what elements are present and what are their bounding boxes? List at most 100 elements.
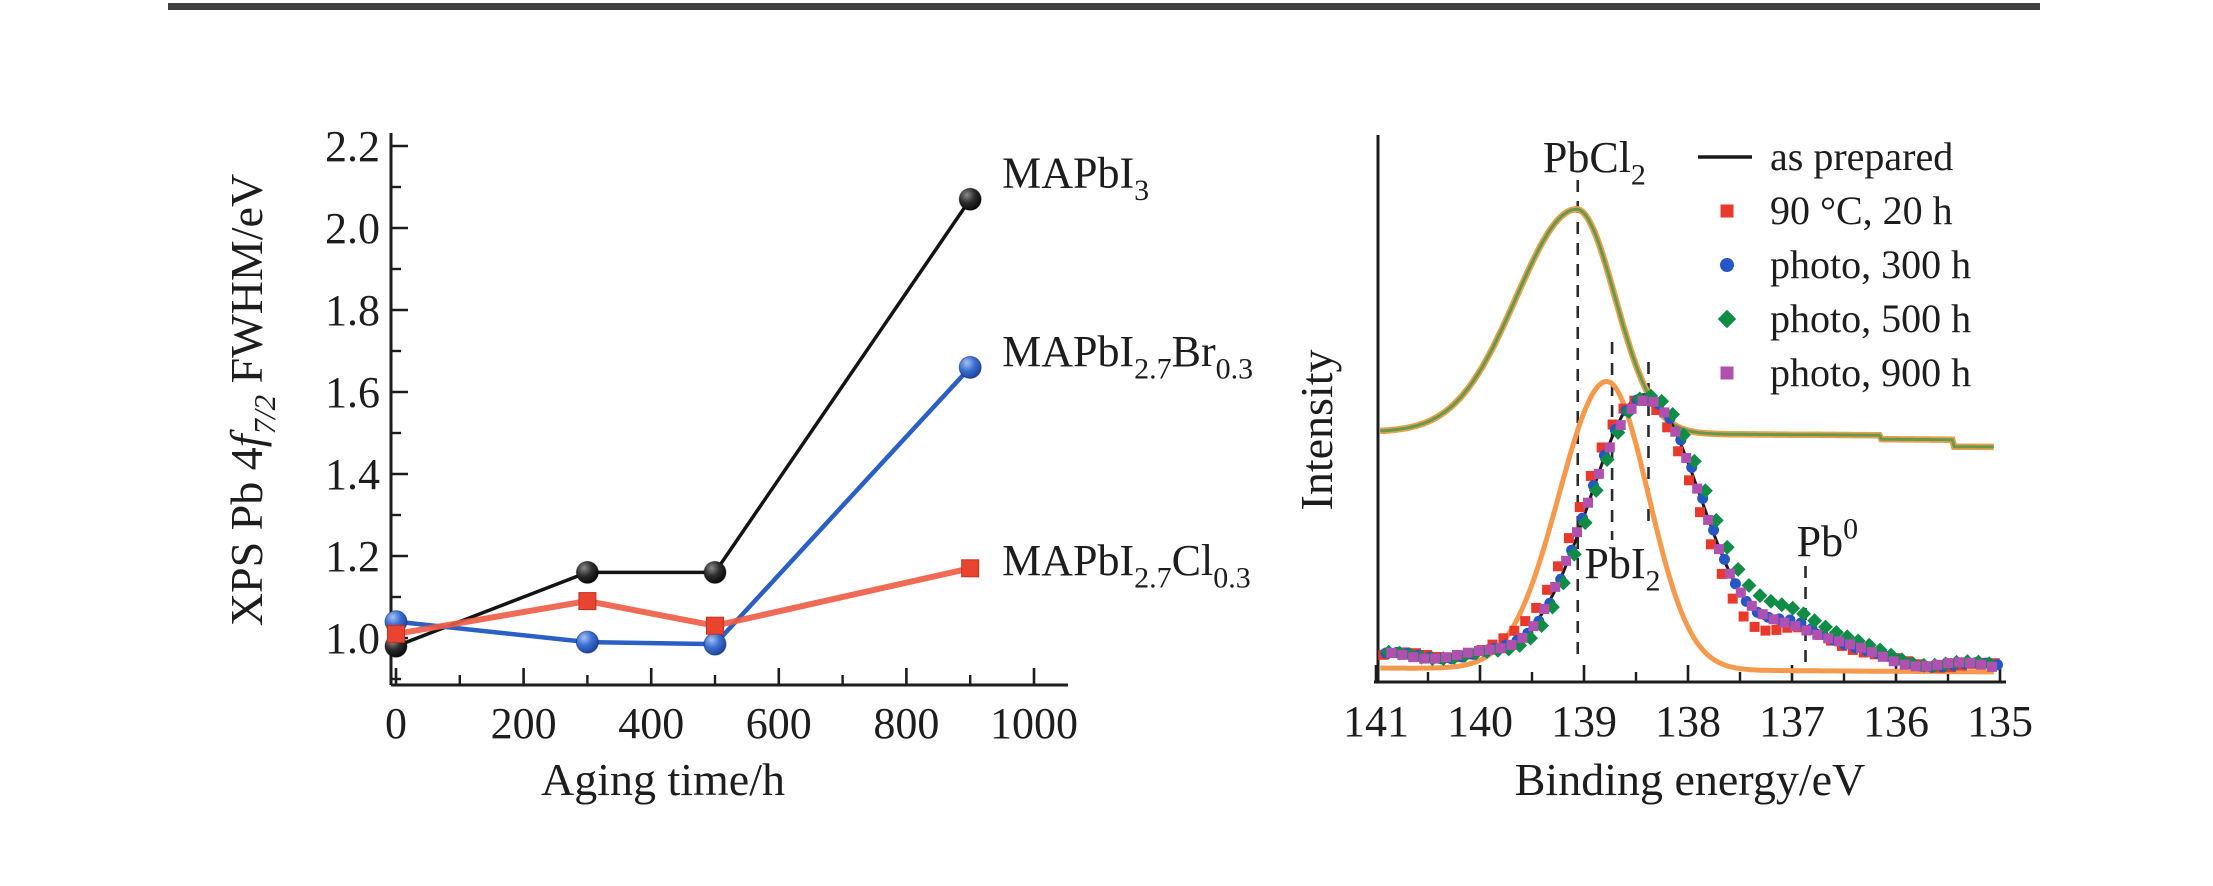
- scatter-point: [1807, 613, 1823, 629]
- x-tick-label: 140: [1447, 697, 1513, 746]
- legend-item-5: photo, 900 h: [1720, 350, 1971, 395]
- scatter-point: [1834, 636, 1845, 647]
- scatter-point: [1716, 568, 1727, 579]
- scatter-point: [1585, 470, 1596, 481]
- scatter-point: [1681, 453, 1692, 463]
- scatter-point: [1659, 407, 1670, 418]
- scatter-point: [1542, 584, 1553, 595]
- scatter-point: [1588, 482, 1604, 498]
- scatter-point: [1506, 639, 1517, 650]
- x-tick-label: 135: [1967, 697, 2033, 746]
- scatter-point: [1607, 419, 1618, 430]
- x-axis-title: Binding energy/eV: [1515, 754, 1865, 805]
- series-line-MAPbI3: [395, 198, 972, 648]
- scatter-point: [1719, 553, 1730, 565]
- scatter-point: [1763, 593, 1779, 609]
- scatter-point: [1845, 639, 1855, 650]
- data-point: [703, 632, 727, 656]
- scatter-point: [1637, 395, 1648, 406]
- data-point: [575, 560, 599, 584]
- scatter-point: [1965, 657, 1976, 668]
- legend-marker-square: [1720, 204, 1734, 218]
- y-tick-label: 2.0: [325, 204, 380, 253]
- legend-marker-square: [1720, 366, 1734, 380]
- scatter-point: [1768, 614, 1779, 625]
- legend-label: photo, 900 h: [1770, 350, 1971, 395]
- annotation-PbCl2: PbCl2: [1543, 133, 1646, 191]
- x-tick-label: 139: [1551, 697, 1617, 746]
- scatter-point: [1705, 539, 1716, 550]
- scatter-point: [1738, 611, 1749, 622]
- series-label-MAPbI3: MAPbI3: [1002, 149, 1149, 207]
- x-tick-label: 800: [873, 699, 939, 748]
- scatter-point: [1593, 468, 1604, 479]
- scatter-point: [1954, 657, 1965, 668]
- legend-marker-diamond: [1717, 309, 1737, 329]
- series-markers-MAPbI2.7Cl0.3: [387, 559, 980, 643]
- series-label-MAPbI2.7Br0.3: MAPbI2.7Br0.3: [1002, 327, 1253, 385]
- series-markers-MAPbI2.7Br0.3: [384, 355, 982, 656]
- scatter-point: [1670, 426, 1681, 437]
- scatter-point: [1484, 644, 1495, 655]
- scatter-point: [1473, 646, 1484, 656]
- curve-PbI2-reference: [1380, 378, 1994, 675]
- scatter-point: [1932, 659, 1943, 670]
- scatter-point: [1779, 617, 1790, 628]
- series-label-MAPbI2.7Cl0.3: MAPbI2.7Cl0.3: [1002, 536, 1251, 594]
- scatter-point: [1752, 588, 1768, 604]
- scatter-point: [1856, 642, 1866, 653]
- scatter-point: [1760, 625, 1771, 636]
- scatter-point: [1943, 658, 1954, 669]
- y-axis-title: Intensity: [1291, 350, 1342, 511]
- scatter-point: [1498, 633, 1509, 644]
- scatter-point: [1451, 649, 1462, 660]
- scatter-point: [1692, 483, 1703, 494]
- scatter-point: [1729, 578, 1741, 590]
- data-point: [578, 592, 597, 611]
- data-point: [387, 624, 405, 643]
- scatter-point: [1561, 555, 1572, 566]
- y-tick-label: 1.0: [325, 614, 380, 663]
- x-tick-label: 141: [1343, 697, 1409, 746]
- scatter-point: [1749, 621, 1760, 632]
- scatter-point: [1572, 527, 1582, 538]
- legend-item-4: photo, 500 h: [1717, 296, 1971, 341]
- data-point: [961, 559, 980, 578]
- scatter-point: [1877, 651, 1888, 662]
- scatter-point: [1976, 659, 1987, 670]
- scatter-point: [1812, 629, 1823, 640]
- top-rule: [168, 3, 2040, 10]
- scatter-point: [1517, 632, 1528, 643]
- scatter-point: [1604, 442, 1615, 453]
- scatter-point: [1550, 581, 1561, 592]
- legend-marker-circle: [1720, 258, 1734, 272]
- curve-PbCl2-reference: [1380, 207, 1994, 449]
- scatter-point: [1539, 604, 1550, 614]
- scatter-point: [1757, 609, 1768, 620]
- scatter-point: [1910, 661, 1921, 672]
- x-tick-label: 1000: [990, 699, 1078, 748]
- left-chart: 1.0 1.2 1.4 1.6 1.8 2.0 2.2 0 200 400 600 800 1000 Ag…: [221, 122, 1253, 805]
- legend-label: 90 °C, 20 h: [1770, 188, 1953, 233]
- annotation-PbI2: PbI2: [1584, 539, 1660, 597]
- x-tick-label: 136: [1863, 697, 1929, 746]
- scatter-point: [1408, 652, 1419, 663]
- x-tick-label: 200: [491, 699, 557, 748]
- scatter-point: [1577, 515, 1593, 531]
- y-axis-title: XPS Pb 4f7/2 FWHM/eV: [221, 174, 282, 626]
- series-markers-MAPbI3: [384, 187, 982, 658]
- scatter-point: [1796, 606, 1812, 622]
- data-point: [706, 616, 724, 635]
- scatter-point: [1724, 568, 1735, 579]
- scatter-point: [1921, 661, 1932, 672]
- scatter-point: [1987, 661, 1997, 672]
- data-point: [958, 187, 982, 211]
- data-point: [958, 355, 982, 379]
- scatter-point: [1703, 514, 1714, 525]
- scatter-point: [1419, 653, 1430, 664]
- scatter-point: [1714, 544, 1724, 555]
- scatter-photo-900-h: [1386, 395, 1997, 672]
- scatter-point: [1662, 422, 1673, 433]
